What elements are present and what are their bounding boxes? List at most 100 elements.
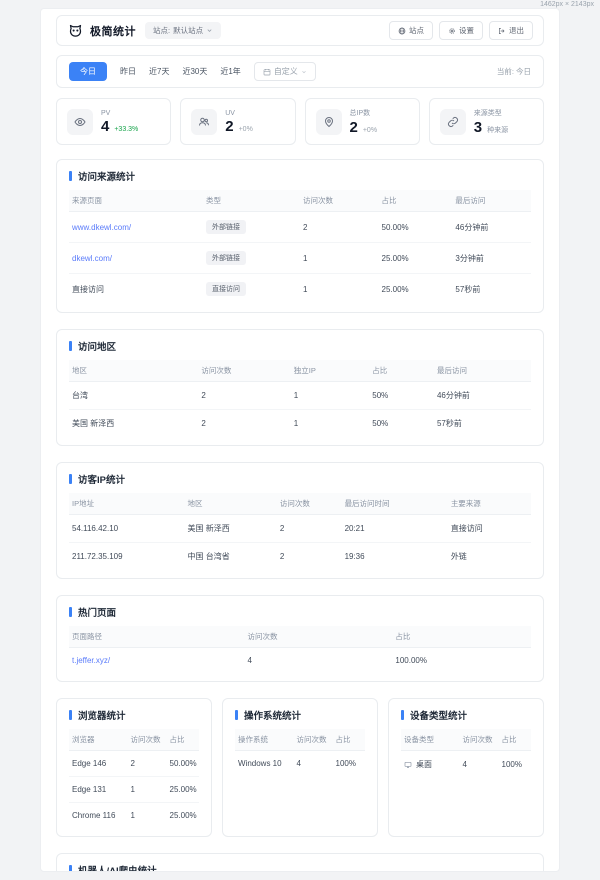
sites-button[interactable]: 站点 [389, 21, 433, 40]
stat-value: 2 [225, 117, 234, 135]
section-title: 热门页面 [78, 608, 117, 619]
ratio-cell: 100% [501, 760, 522, 769]
visits-cell: 2 [279, 552, 285, 561]
stat-card-total-ip: 总IP数 2 +0% [304, 98, 420, 145]
stat-label: 来源类型 [473, 110, 502, 117]
globe-icon [398, 27, 406, 34]
col-header: 地区 [69, 360, 199, 382]
filter-today[interactable]: 今日 [69, 62, 107, 81]
section-header: 浏览器统计 [57, 699, 211, 729]
ratio-cell: 50.00% [166, 750, 199, 777]
col-header: 访问次数 [244, 626, 393, 648]
col-header: 最后访问 [433, 360, 531, 382]
table-row: 211.72.35.109 中国 台湾省 2 19:36 外链 [69, 543, 531, 571]
main-source-cell: 外链 [450, 552, 467, 561]
visits-cell: 4 [247, 656, 252, 665]
section-title: 访问地区 [78, 342, 117, 353]
ratio-cell: 100% [335, 759, 356, 768]
filter-last7days[interactable]: 近7天 [149, 67, 170, 76]
section-accent-bar [69, 171, 72, 181]
table-header-row: IP地址 地区 访问次数 最后访问时间 主要来源 [69, 493, 531, 515]
visits-cell: 2 [201, 419, 206, 428]
section-visit-regions: 访问地区 地区 访问次数 独立IP 占比 最后访问 台湾 2 1 50% [56, 329, 544, 446]
col-header: 访问次数 [127, 729, 167, 751]
source-type-badge: 外部链接 [205, 251, 246, 265]
stat-value: 4 [101, 117, 110, 135]
stat-card-source-types: 来源类型 3 种来源 [428, 98, 544, 145]
stat-card-uv: UV 2 +0% [180, 98, 296, 145]
table-header-row: 操作系统 访问次数 占比 [235, 729, 365, 751]
source-page-link[interactable]: dkewl.com/ [72, 253, 113, 263]
last-visit-cell: 46分钟前 [433, 381, 531, 410]
table-header-row: 页面路径 访问次数 占比 [69, 626, 531, 648]
filter-custom-label: 自定义 [273, 67, 298, 76]
site-selector-label: 站点: [153, 26, 171, 35]
table-row: Windows 10 4 100% [235, 751, 365, 777]
col-header: 占比 [369, 360, 434, 382]
stat-delta: +33.3% [114, 125, 139, 133]
last-visit-cell: 46分钟前 [452, 211, 531, 243]
visits-cell: 2 [299, 211, 379, 243]
browser-cell: Edge 146 [69, 750, 128, 777]
popular-pages-table: 页面路径 访问次数 占比 t.jeffer.xyz/ 4 100.00% [69, 626, 531, 673]
filter-last30days[interactable]: 近30天 [182, 67, 208, 76]
regions-table: 地区 访问次数 独立IP 占比 最后访问 台湾 2 1 50% 46分钟前 [69, 360, 531, 437]
table-row: t.jeffer.xyz/ 4 100.00% [69, 648, 531, 674]
col-header: 访问次数 [293, 729, 333, 751]
visits-cell: 2 [127, 750, 167, 777]
table-header-row: 浏览器 访问次数 占比 [69, 729, 199, 751]
section-accent-bar [235, 710, 238, 720]
page-path-link[interactable]: t.jeffer.xyz/ [72, 656, 111, 665]
section-accent-bar [69, 474, 72, 484]
filter-lastyear[interactable]: 近1年 [220, 67, 241, 76]
os-cell: Windows 10 [238, 759, 282, 768]
settings-button[interactable]: 设置 [439, 21, 483, 40]
region-cell: 台湾 [69, 381, 199, 410]
stat-card-pv: PV 4 +33.3% [56, 98, 172, 145]
section-header: 操作系统统计 [223, 699, 377, 729]
filter-custom-range[interactable]: 自定义 [253, 62, 316, 81]
ratio-cell: 50% [369, 381, 434, 410]
table-row: 美国 新泽西 2 1 50% 57秒前 [69, 410, 531, 438]
stat-cards-row: PV 4 +33.3% UV 2 +0% [56, 98, 544, 145]
site-selector[interactable]: 站点: 默认站点 [145, 22, 222, 39]
section-browsers: 浏览器统计 浏览器 访问次数 占比 Edge 146 2 50.00% [56, 698, 212, 837]
sites-button-label: 站点 [409, 26, 424, 35]
table-row: 桌面 4 100% [401, 751, 531, 779]
app-title: 极简统计 [90, 25, 136, 38]
link-icon [439, 108, 466, 135]
section-accent-bar [401, 710, 404, 720]
ratio-cell: 50.00% [378, 211, 453, 243]
section-accent-bar [69, 341, 72, 351]
source-page-link[interactable]: www.dkewl.com/ [72, 222, 132, 232]
last-visit-cell: 57秒前 [436, 419, 462, 428]
chevron-down-icon [302, 70, 306, 73]
sources-table: 来源页面 类型 访问次数 占比 最后访问 www.dkewl.com/ 外部链接… [69, 190, 531, 304]
source-type-badge: 外部链接 [205, 220, 246, 234]
table-row: 直接访问 直接访问 1 25.00% 57秒前 [69, 274, 531, 305]
last-visit-cell: 57秒前 [455, 284, 481, 294]
stat-label: 总IP数 [349, 110, 371, 117]
visits-cell: 4 [462, 760, 467, 769]
section-header: 机器人/AI爬虫统计 [57, 854, 543, 871]
col-header: 来源页面 [69, 190, 203, 212]
stat-delta: +0% [238, 125, 253, 133]
visits-cell: 1 [299, 242, 379, 274]
gear-icon [449, 27, 455, 34]
region-cell: 中国 台湾省 [187, 552, 230, 561]
viewport-dimensions-label: 1462px × 2143px [540, 1, 594, 8]
current-range-label: 当前: 今日 [496, 67, 531, 76]
devices-table: 设备类型 访问次数 占比 桌面 4 [401, 729, 531, 778]
source-page-text: 直接访问 [72, 284, 104, 294]
logout-button[interactable]: 退出 [489, 21, 533, 40]
visits-cell: 2 [198, 381, 291, 410]
section-header: 访问来源统计 [57, 160, 543, 190]
unique-ip-cell: 1 [290, 381, 370, 410]
unique-ip-cell: 1 [293, 419, 299, 428]
filter-yesterday[interactable]: 昨日 [120, 67, 136, 76]
table-row: dkewl.com/ 外部链接 1 25.00% 3分钟前 [69, 242, 531, 274]
section-robots: 机器人/AI爬虫统计 机器人名称 IP地址 USER-AGENT 类型 访问次数 [56, 853, 544, 871]
section-title: 浏览器统计 [78, 711, 126, 722]
visits-cell: 1 [302, 284, 308, 294]
visitor-ips-table: IP地址 地区 访问次数 最后访问时间 主要来源 54.116.42.10 美国… [69, 493, 531, 570]
